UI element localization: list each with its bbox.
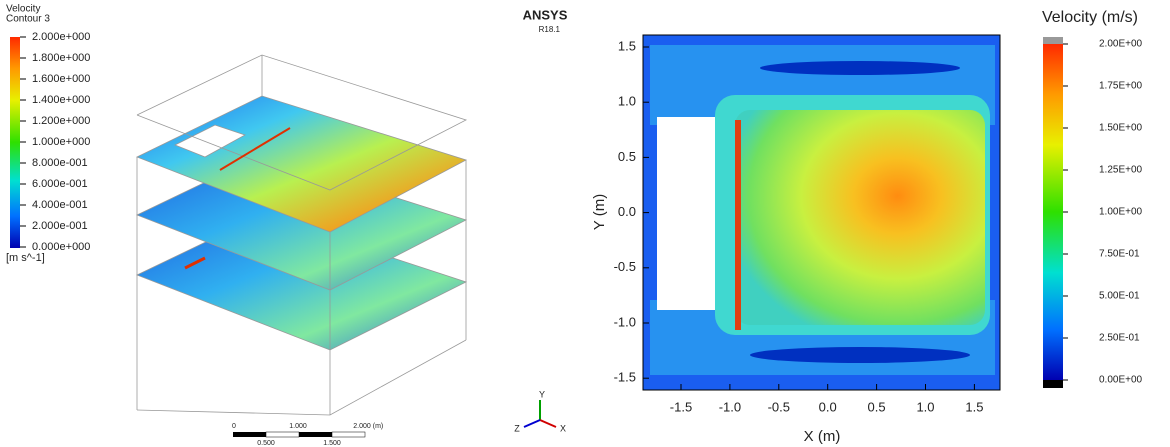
scale-label: 0 bbox=[232, 423, 236, 430]
colorbar-label: 1.75E+00 bbox=[1099, 81, 1143, 92]
colorbar-label: 7.50E-01 bbox=[1099, 249, 1140, 260]
right-colorbar bbox=[1043, 37, 1063, 388]
colorbar-label: 0.00E+00 bbox=[1099, 375, 1143, 386]
legend-label: 1.000e+000 bbox=[32, 136, 90, 148]
x-tick-label: -1.0 bbox=[719, 399, 741, 414]
scale-label: 1.000 bbox=[289, 423, 307, 430]
legend-label: 1.600e+000 bbox=[32, 73, 90, 85]
y-tick-label: -0.5 bbox=[614, 259, 636, 274]
y-tick-label: 1.5 bbox=[618, 38, 636, 53]
legend-label: 8.000e-001 bbox=[32, 157, 88, 169]
scale-bar bbox=[233, 431, 366, 438]
legend-label: 0.000e+000 bbox=[32, 241, 90, 253]
x-tick-label: 1.5 bbox=[965, 399, 983, 414]
legend-label: 1.400e+000 bbox=[32, 94, 90, 106]
legend-label: 1.200e+000 bbox=[32, 115, 90, 127]
y-tick-label: 0.5 bbox=[618, 149, 636, 164]
triad-label: Y bbox=[539, 389, 545, 399]
x-tick-label: -1.5 bbox=[670, 399, 692, 414]
y-axis-label: Y (m) bbox=[591, 194, 608, 230]
legend-label: 1.800e+000 bbox=[32, 52, 90, 64]
contour-plot bbox=[642, 34, 1001, 391]
axis-triad bbox=[523, 400, 557, 428]
legend-label: 2.000e-001 bbox=[32, 220, 88, 232]
legend-title: Velocity bbox=[6, 4, 40, 15]
y-tick-label: -1.0 bbox=[614, 314, 636, 329]
x-tick-label: 0.0 bbox=[819, 399, 837, 414]
scale-label: (m) bbox=[373, 423, 384, 430]
legend-label: 4.000e-001 bbox=[32, 199, 88, 211]
colorbar-label: 1.00E+00 bbox=[1099, 207, 1143, 218]
x-tick-label: -0.5 bbox=[768, 399, 790, 414]
colorbar-title: Velocity (m/s) bbox=[1042, 9, 1138, 26]
legend-subtitle: Contour 3 bbox=[6, 14, 50, 25]
left-colorbar bbox=[10, 37, 20, 248]
colorbar-label: 1.25E+00 bbox=[1099, 165, 1143, 176]
colorbar-label: 1.50E+00 bbox=[1099, 123, 1143, 134]
y-tick-label: 1.0 bbox=[618, 94, 636, 109]
logo: ANSYS bbox=[523, 7, 568, 22]
logo-version: R18.1 bbox=[539, 25, 561, 34]
y-tick-label: 0.0 bbox=[618, 204, 636, 219]
legend-unit: [m s^-1] bbox=[6, 252, 45, 264]
triad-label: Z bbox=[514, 423, 520, 433]
x-tick-label: 0.5 bbox=[868, 399, 886, 414]
3d-view bbox=[135, 54, 468, 416]
scale-label: 0.500 bbox=[257, 440, 275, 447]
colorbar-label: 2.00E+00 bbox=[1099, 39, 1143, 50]
x-tick-label: 1.0 bbox=[916, 399, 934, 414]
triad-label: X bbox=[560, 423, 566, 433]
legend-label: 6.000e-001 bbox=[32, 178, 88, 190]
y-tick-label: -1.5 bbox=[614, 370, 636, 385]
legend-label: 2.000e+000 bbox=[32, 31, 90, 43]
x-axis-label: X (m) bbox=[804, 428, 841, 445]
scale-label: 1.500 bbox=[323, 440, 341, 447]
colorbar-label: 5.00E-01 bbox=[1099, 291, 1140, 302]
scale-label: 2.000 bbox=[353, 423, 371, 430]
colorbar-label: 2.50E-01 bbox=[1099, 333, 1140, 344]
